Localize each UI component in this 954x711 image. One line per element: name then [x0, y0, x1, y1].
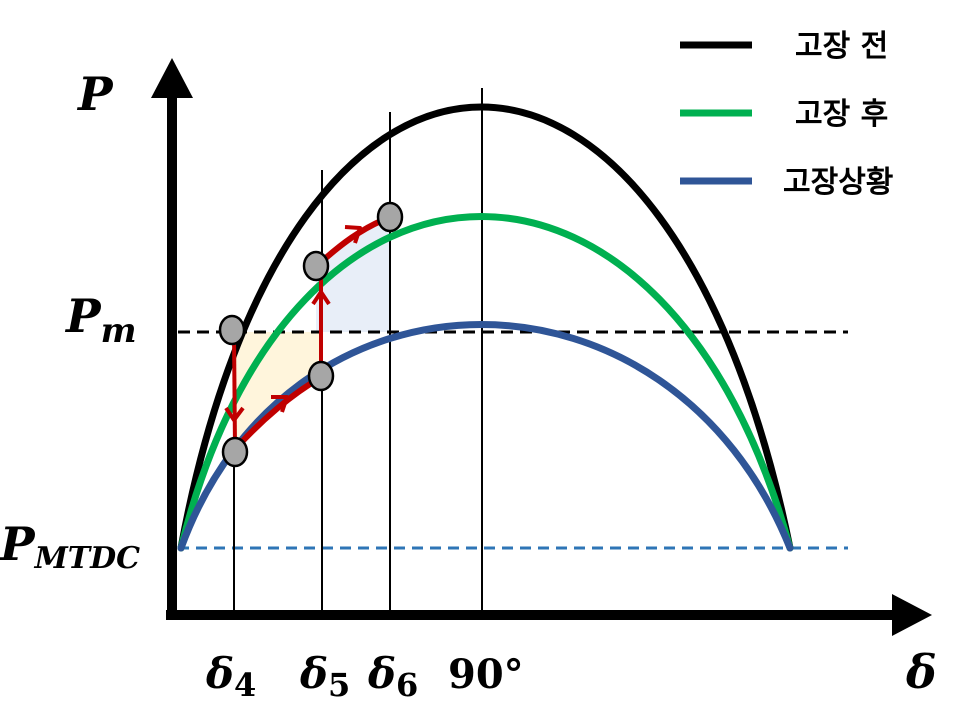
ninety-deg-label: 90°: [448, 651, 524, 698]
operating-point-marker: [307, 360, 335, 392]
legend-label-pre-fault: 고장 전: [795, 29, 888, 64]
pre-fault-curve: [177, 103, 794, 552]
pm-label: Pm: [64, 289, 137, 351]
trajectory-drop-arrow: [224, 406, 245, 422]
x-axis-label: δ: [905, 645, 937, 699]
trajectory-fault-arrow: [271, 395, 289, 413]
operating-point-marker: [302, 250, 330, 282]
trajectory-post-fault-arrow: [344, 225, 362, 244]
trajectory-drop: [232, 333, 237, 449]
delta5-label: δ5: [299, 649, 350, 704]
operating-point-marker: [218, 314, 246, 346]
operating-point-marker: [221, 436, 249, 468]
y-axis-arrowhead: [151, 58, 193, 98]
trajectory-jump-arrow: [311, 290, 331, 306]
legend-label-post-fault: 고장 후: [795, 97, 888, 132]
pmtdc-label: PMTDC: [0, 517, 140, 576]
post-fault-curve: [177, 213, 794, 552]
delta6-label: δ6: [367, 649, 418, 704]
operating-point-marker: [376, 201, 404, 233]
x-axis-arrowhead: [892, 594, 932, 636]
legend-label-during-fault: 고장상황: [783, 165, 893, 200]
legend: 고장 전 고장 후 고장상황: [680, 29, 893, 200]
y-axis-label: P: [76, 67, 114, 121]
delta4-label: δ4: [205, 649, 256, 704]
